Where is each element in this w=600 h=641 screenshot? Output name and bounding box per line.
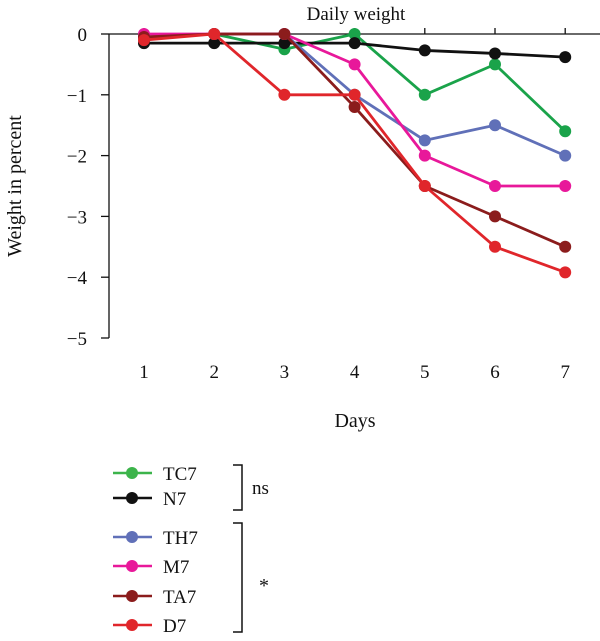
data-point-tc7: [348, 28, 361, 40]
legend-item-n7: N7: [113, 489, 186, 510]
x-tick-label: 7: [560, 362, 570, 383]
series-layer: [138, 28, 572, 279]
data-point-m7: [489, 180, 501, 192]
series-d7: [138, 28, 572, 279]
legend-label: N7: [163, 489, 186, 510]
y-tick-label: −1: [67, 86, 87, 107]
data-point-d7: [138, 34, 150, 47]
y-tick-label: −4: [67, 268, 88, 289]
data-point-ta7: [348, 100, 361, 113]
legend-label: TC7: [163, 464, 197, 485]
data-point-n7: [489, 47, 501, 60]
x-tick-label: 6: [490, 362, 500, 383]
star-bracket: *: [233, 522, 269, 633]
data-point-n7: [418, 44, 431, 57]
legend-item-d7: D7: [113, 616, 186, 637]
legend: TC7 N7 TH7 M7 TA7 D7 ns *: [113, 464, 269, 637]
legend-marker: [126, 531, 138, 543]
x-tick-label: 5: [420, 362, 430, 383]
data-point-n7: [559, 51, 572, 64]
data-point-d7: [418, 180, 431, 192]
legend-item-m7: M7: [113, 557, 189, 578]
data-point-th7: [559, 149, 572, 162]
x-tick-label: 1: [139, 362, 149, 383]
data-point-d7: [559, 266, 572, 279]
data-point-th7: [489, 119, 501, 132]
data-point-tc7: [559, 125, 572, 138]
legend-item-th7: TH7: [113, 528, 198, 549]
y-tick-label: −2: [67, 147, 87, 168]
data-point-d7: [208, 28, 221, 40]
y-tick-label: −5: [67, 329, 87, 350]
data-point-d7: [348, 88, 361, 101]
legend-label: TA7: [163, 587, 196, 608]
y-tick-label: 0: [78, 25, 88, 46]
legend-marker: [126, 467, 138, 479]
data-point-n7: [348, 37, 361, 50]
legend-item-ta7: TA7: [113, 587, 196, 608]
data-point-th7: [418, 134, 431, 147]
x-tick-label: 3: [280, 362, 290, 383]
data-point-ta7: [278, 28, 291, 40]
legend-marker: [126, 619, 138, 631]
data-point-ta7: [559, 240, 572, 253]
legend-label: D7: [163, 616, 186, 637]
data-point-m7: [348, 58, 361, 71]
data-point-m7: [559, 180, 572, 192]
data-point-n7: [208, 37, 221, 50]
data-point-tc7: [418, 88, 431, 101]
significance-label: ns: [252, 478, 269, 499]
y-axis-label: Weight in percent: [4, 115, 26, 257]
x-axis-label: Days: [334, 410, 375, 432]
bracket-line: [233, 522, 243, 633]
chart-title: Daily weight: [307, 4, 406, 25]
legend-label: M7: [163, 557, 189, 578]
data-point-ta7: [489, 210, 501, 223]
bracket-line: [233, 464, 243, 511]
axes: 0 −1 −2 −3 −4 −5 1 2 3 4 5 6 7: [67, 25, 600, 383]
legend-marker: [126, 590, 138, 602]
data-point-n7: [278, 37, 291, 50]
legend-item-tc7: TC7: [113, 464, 197, 485]
ns-bracket: ns: [233, 464, 269, 511]
x-tick-label: 4: [350, 362, 360, 383]
data-point-m7: [418, 149, 431, 162]
data-point-d7: [278, 88, 291, 101]
legend-marker: [126, 492, 138, 504]
data-point-d7: [489, 240, 501, 253]
legend-label: TH7: [163, 528, 198, 549]
x-tick-label: 2: [209, 362, 219, 383]
legend-marker: [126, 560, 138, 572]
significance-label: *: [259, 575, 269, 597]
data-point-tc7: [489, 58, 501, 71]
y-tick-label: −3: [67, 207, 87, 228]
